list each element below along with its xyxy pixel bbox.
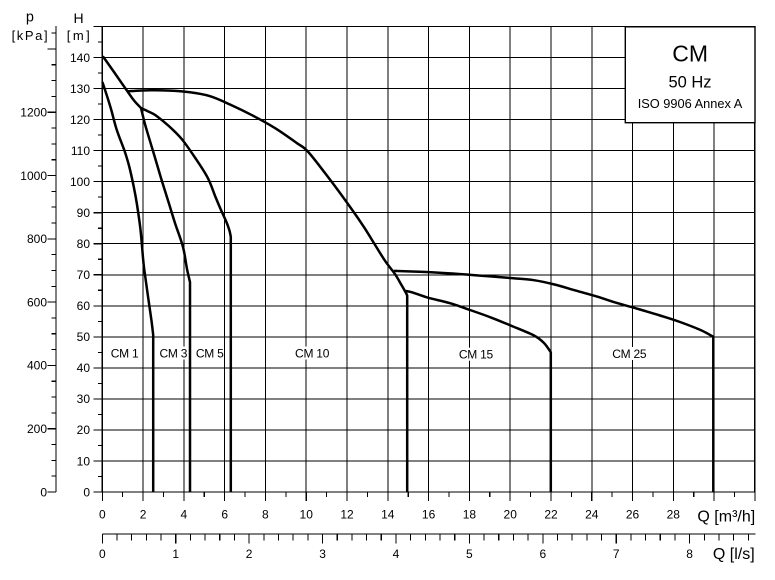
- svg-text:10: 10: [300, 508, 314, 522]
- svg-text:90: 90: [77, 206, 91, 220]
- svg-text:1200: 1200: [20, 106, 47, 120]
- svg-text:8: 8: [262, 508, 269, 522]
- svg-text:26: 26: [626, 508, 640, 522]
- svg-text:CM 3: CM 3: [159, 346, 187, 360]
- svg-text:140: 140: [70, 51, 90, 65]
- svg-text:0: 0: [40, 485, 47, 499]
- svg-text:100: 100: [70, 175, 90, 189]
- svg-text:1000: 1000: [20, 169, 47, 183]
- svg-text:28: 28: [667, 508, 681, 522]
- svg-text:0: 0: [99, 508, 106, 522]
- svg-text:H: H: [73, 10, 83, 26]
- svg-text:6: 6: [539, 547, 546, 561]
- svg-text:50 Hz: 50 Hz: [668, 73, 711, 91]
- svg-text:CM 15: CM 15: [459, 348, 494, 362]
- svg-text:CM 1: CM 1: [111, 346, 139, 360]
- svg-text:200: 200: [27, 422, 47, 436]
- svg-text:0: 0: [99, 547, 106, 561]
- svg-text:3: 3: [319, 547, 326, 561]
- svg-text:24: 24: [585, 508, 599, 522]
- svg-text:40: 40: [77, 361, 91, 375]
- svg-text:22: 22: [544, 508, 558, 522]
- svg-text:4: 4: [393, 547, 400, 561]
- svg-text:110: 110: [71, 144, 90, 158]
- svg-text:50: 50: [77, 330, 91, 344]
- svg-text:800: 800: [27, 232, 47, 246]
- svg-text:600: 600: [27, 295, 47, 309]
- svg-text:30: 30: [77, 392, 91, 406]
- svg-text:80: 80: [77, 237, 91, 251]
- svg-text:ISO 9906 Annex A: ISO 9906 Annex A: [638, 96, 743, 111]
- svg-text:4: 4: [181, 508, 188, 522]
- svg-text:6: 6: [221, 508, 228, 522]
- svg-text:2: 2: [246, 547, 253, 561]
- svg-text:7: 7: [613, 547, 620, 561]
- svg-text:p: p: [26, 10, 34, 26]
- svg-text:130: 130: [70, 82, 90, 96]
- svg-text:CM 10: CM 10: [295, 346, 330, 360]
- svg-text:10: 10: [77, 454, 91, 468]
- svg-text:14: 14: [381, 508, 395, 522]
- svg-text:20: 20: [77, 423, 91, 437]
- svg-text:CM 25: CM 25: [612, 347, 647, 361]
- svg-text:60: 60: [77, 299, 91, 313]
- svg-text:[kPa]: [kPa]: [12, 28, 50, 43]
- svg-text:70: 70: [77, 268, 91, 282]
- svg-text:Q [m³/h]: Q [m³/h]: [697, 509, 755, 526]
- svg-text:1: 1: [172, 547, 179, 561]
- svg-text:2: 2: [140, 508, 147, 522]
- svg-text:18: 18: [463, 508, 477, 522]
- svg-text:CM: CM: [672, 40, 708, 66]
- svg-text:8: 8: [686, 547, 693, 561]
- svg-text:16: 16: [422, 508, 436, 522]
- svg-text:5: 5: [466, 547, 473, 561]
- svg-text:20: 20: [504, 508, 518, 522]
- svg-text:0: 0: [83, 485, 90, 499]
- svg-text:[m]: [m]: [67, 28, 93, 43]
- svg-text:400: 400: [27, 359, 47, 373]
- svg-text:CM 5: CM 5: [196, 346, 224, 360]
- svg-text:Q [l/s]: Q [l/s]: [713, 546, 755, 563]
- svg-text:12: 12: [340, 508, 354, 522]
- svg-text:120: 120: [70, 113, 90, 127]
